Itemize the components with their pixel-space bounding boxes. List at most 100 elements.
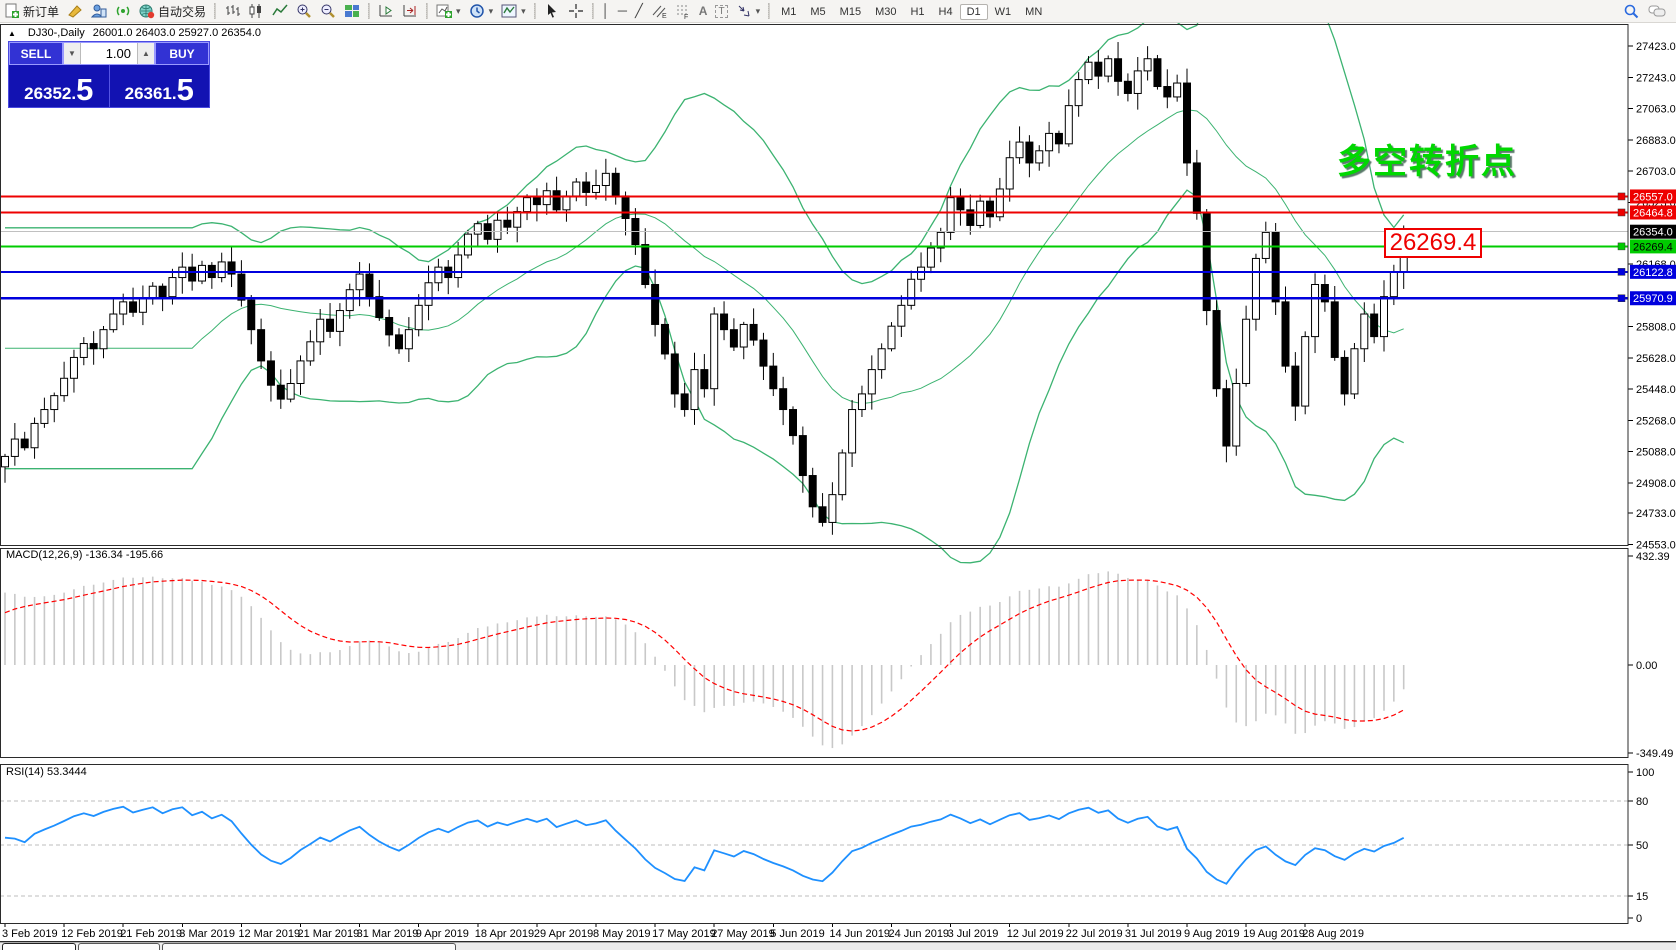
buy-price[interactable]: 263615 (110, 65, 210, 107)
svg-text:21 Feb 2019: 21 Feb 2019 (120, 928, 182, 940)
signals-button[interactable] (111, 1, 135, 21)
new-chart-button[interactable] (432, 1, 465, 21)
one-click-trade-panel: SELL 1.00 BUY 263525 263615 (8, 41, 210, 108)
toolbar-separator (768, 3, 771, 19)
buy-price-int: 26361 (124, 84, 172, 103)
chart-tab[interactable] (162, 943, 456, 950)
timeframe-button-MN[interactable]: MN (1025, 6, 1043, 18)
svg-text:19 Aug 2019: 19 Aug 2019 (1243, 928, 1305, 940)
market-watch-icon (91, 4, 107, 18)
svg-text:18 Apr 2019: 18 Apr 2019 (475, 928, 534, 940)
svg-text:12 Jul 2019: 12 Jul 2019 (1007, 928, 1064, 940)
svg-text:28 Aug 2019: 28 Aug 2019 (1302, 928, 1364, 940)
zoom-out-button[interactable] (316, 1, 340, 21)
line-chart-button[interactable] (268, 1, 292, 21)
volume-field[interactable]: 1.00 (105, 46, 131, 61)
svg-text:24 Jun 2019: 24 Jun 2019 (889, 928, 950, 940)
svg-text:9 Apr 2019: 9 Apr 2019 (416, 928, 469, 940)
sell-price-pip: 5 (76, 72, 94, 107)
fibonacci-button[interactable]: F (671, 1, 695, 21)
price-callout-box: 26269.4 (1384, 228, 1482, 258)
chat-button[interactable] (1644, 1, 1670, 21)
crosshair-icon (568, 4, 583, 18)
svg-text:12 Mar 2019: 12 Mar 2019 (238, 928, 300, 940)
crayon-button[interactable] (63, 1, 87, 21)
zoom-in-button[interactable] (292, 1, 316, 21)
sell-price[interactable]: 263525 (9, 65, 110, 107)
svg-text:26464.8: 26464.8 (1633, 207, 1673, 219)
buy-button[interactable]: BUY (155, 42, 209, 65)
svg-text:22 Jul 2019: 22 Jul 2019 (1066, 928, 1123, 940)
timeframe-button-M1[interactable]: M1 (781, 6, 797, 18)
svg-text:3 Mar 2019: 3 Mar 2019 (179, 928, 235, 940)
cursor-button[interactable] (540, 1, 564, 21)
cursor-icon (547, 4, 556, 18)
autotrading-label: 自动交易 (158, 4, 207, 19)
svg-text:3 Feb 2019: 3 Feb 2019 (2, 928, 58, 940)
macd-pane: 432.39 0.00 -349.49 (4, 551, 1673, 760)
bar-chart-icon (226, 5, 241, 16)
auto-scroll-icon (403, 5, 417, 17)
collapse-triangle-icon[interactable] (8, 27, 20, 39)
tile-windows-icon (345, 5, 360, 17)
horizontal-level-lines[interactable] (0, 192, 1628, 302)
svg-text:25628.0: 25628.0 (1636, 353, 1676, 365)
search-button[interactable] (1619, 1, 1644, 21)
profiles-button[interactable] (465, 1, 498, 21)
chart-tab-bar (0, 942, 1676, 950)
search-icon (1624, 4, 1639, 18)
svg-text:3 Jul 2019: 3 Jul 2019 (948, 928, 999, 940)
volume-decrease-button[interactable] (64, 43, 81, 64)
chart-shift-button[interactable] (374, 1, 398, 21)
arrows-icon (738, 5, 750, 17)
timeframe-button-H1[interactable]: H1 (910, 6, 925, 18)
timeframe-button-M5[interactable]: M5 (810, 6, 826, 18)
vertical-line-button[interactable]: │ (601, 3, 610, 18)
svg-text:31 Mar 2019: 31 Mar 2019 (357, 928, 419, 940)
chart-tab[interactable] (2, 943, 76, 950)
market-watch-button[interactable] (87, 1, 111, 21)
arrows-button[interactable] (732, 1, 765, 21)
timeframe-button-M15[interactable]: M15 (839, 6, 862, 18)
svg-text:25808.0: 25808.0 (1636, 322, 1676, 334)
timeframe-button-M30[interactable]: M30 (875, 6, 897, 18)
pane-border (0, 548, 1629, 758)
text-label-icon: T (715, 4, 728, 18)
templates-button[interactable] (497, 1, 530, 21)
svg-text:26122.8: 26122.8 (1633, 267, 1673, 279)
chart-tab[interactable] (78, 943, 160, 950)
toolbar-separator (214, 3, 217, 19)
svg-text:29 Apr 2019: 29 Apr 2019 (534, 928, 593, 940)
svg-text:12 Feb 2019: 12 Feb 2019 (61, 928, 123, 940)
channel-button[interactable]: E (647, 1, 671, 21)
svg-text:0: 0 (1636, 913, 1642, 925)
timeframe-button-W1[interactable]: W1 (994, 6, 1012, 18)
text-label-button[interactable]: T (711, 1, 731, 21)
volume-increase-button[interactable] (137, 43, 154, 64)
new-order-button[interactable]: 新订单 (0, 1, 63, 21)
toolbar-separator (591, 3, 594, 19)
profiles-icon (469, 4, 484, 18)
bar-chart-button[interactable] (220, 1, 244, 21)
sell-button[interactable]: SELL (9, 42, 63, 65)
timeframe-button-H4[interactable]: H4 (938, 6, 953, 18)
horizontal-line-button[interactable]: ─ (617, 3, 627, 18)
crosshair-button[interactable] (564, 1, 588, 21)
timeframe-bar: M1 M5 M15 M30 H1 H4 D1 W1 MN (774, 4, 1049, 20)
candlestick-chart-button[interactable] (244, 1, 268, 21)
symbol-period: DJ30-,Daily (27, 27, 85, 39)
autotrading-button[interactable]: 自动交易 (135, 1, 210, 21)
svg-text:17 May 2019: 17 May 2019 (652, 928, 716, 940)
svg-text:26354.0: 26354.0 (1633, 227, 1673, 239)
templates-icon (501, 4, 517, 18)
svg-text:8 May 2019: 8 May 2019 (593, 928, 650, 940)
tile-windows-button[interactable] (340, 1, 364, 21)
trendline-button[interactable]: ╱ (634, 3, 643, 18)
timeframe-button-D1[interactable]: D1 (959, 4, 988, 20)
zoom-in-icon (297, 4, 311, 18)
buy-price-pip: 5 (176, 72, 194, 107)
text-button[interactable]: A (698, 4, 708, 18)
auto-scroll-button[interactable] (398, 1, 422, 21)
